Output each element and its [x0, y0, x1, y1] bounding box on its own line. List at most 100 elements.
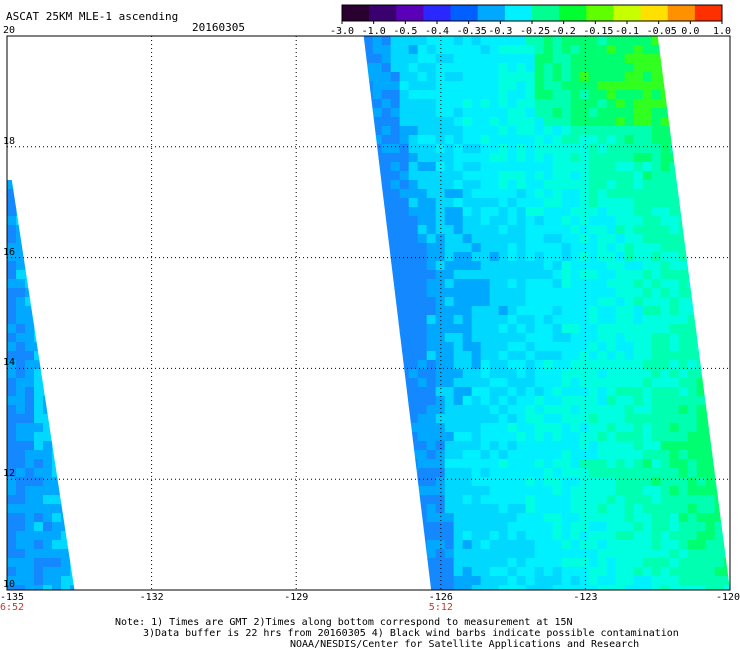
data-cell — [714, 279, 725, 289]
data-cell — [399, 171, 410, 181]
data-cell — [61, 297, 71, 307]
data-cell — [633, 531, 644, 541]
data-cell — [489, 270, 500, 280]
data-cell — [390, 198, 401, 208]
data-cell — [399, 144, 410, 154]
data-cell — [678, 198, 689, 208]
data-cell — [52, 333, 62, 343]
data-cell — [381, 423, 392, 433]
data-cell — [417, 45, 428, 55]
data-cell — [489, 261, 500, 271]
data-cell — [642, 207, 653, 217]
data-cell — [462, 261, 473, 271]
data-cell — [561, 477, 572, 487]
data-cell — [498, 405, 509, 415]
data-cell — [561, 549, 572, 559]
data-cell — [543, 342, 554, 352]
data-cell — [7, 477, 17, 487]
data-cell — [660, 306, 671, 316]
data-cell — [552, 99, 563, 109]
data-cell — [70, 423, 75, 433]
data-cell — [642, 63, 653, 73]
data-cell — [624, 468, 635, 478]
data-cell — [70, 558, 75, 568]
data-cell — [534, 351, 545, 361]
data-cell — [534, 567, 545, 577]
data-cell — [561, 378, 572, 388]
data-cell — [597, 387, 608, 397]
data-cell — [61, 432, 71, 442]
data-cell — [588, 315, 599, 325]
data-cell — [462, 423, 473, 433]
data-cell — [435, 441, 446, 451]
data-cell — [435, 423, 446, 433]
data-cell — [507, 567, 518, 577]
data-cell — [43, 450, 53, 460]
data-cell — [61, 189, 71, 199]
data-cell — [34, 432, 44, 442]
data-cell — [651, 261, 662, 271]
data-cell — [651, 108, 662, 118]
data-cell — [633, 36, 644, 46]
data-cell — [489, 315, 500, 325]
data-cell — [462, 189, 473, 199]
data-cell — [489, 252, 500, 262]
data-cell — [678, 171, 689, 181]
data-cell — [516, 477, 527, 487]
data-cell — [552, 198, 563, 208]
data-cell — [70, 585, 75, 591]
data-cell — [390, 540, 401, 550]
data-cell — [624, 252, 635, 262]
data-cell — [570, 126, 581, 136]
data-cell — [669, 414, 680, 424]
data-cell — [669, 54, 680, 64]
data-cell — [7, 486, 17, 496]
data-cell — [43, 495, 53, 505]
data-cell — [687, 171, 698, 181]
data-cell — [687, 333, 698, 343]
data-cell — [399, 522, 410, 532]
data-cell — [489, 576, 500, 586]
data-cell — [705, 513, 716, 523]
data-cell — [723, 522, 730, 532]
data-cell — [570, 252, 581, 262]
data-cell — [624, 432, 635, 442]
data-cell — [390, 153, 401, 163]
data-cell — [390, 216, 401, 226]
data-cell — [52, 378, 62, 388]
data-cell — [61, 504, 71, 514]
data-cell — [471, 585, 482, 590]
data-cell — [597, 153, 608, 163]
data-cell — [34, 279, 44, 289]
data-cell — [588, 522, 599, 532]
data-cell — [363, 432, 374, 442]
data-cell — [444, 180, 455, 190]
data-cell — [489, 459, 500, 469]
data-cell — [597, 468, 608, 478]
data-cell — [579, 576, 590, 586]
data-cell — [534, 261, 545, 271]
data-cell — [714, 153, 725, 163]
data-cell — [570, 270, 581, 280]
data-cell — [597, 540, 608, 550]
data-cell — [363, 126, 374, 136]
data-cell — [669, 207, 680, 217]
data-cell — [444, 99, 455, 109]
data-cell — [498, 270, 509, 280]
data-cell — [381, 378, 392, 388]
data-cell — [363, 108, 374, 118]
data-cell — [462, 126, 473, 136]
data-cell — [426, 54, 437, 64]
data-cell — [579, 81, 590, 91]
data-cell — [642, 396, 653, 406]
data-cell — [606, 324, 617, 334]
data-cell — [570, 441, 581, 451]
data-cell — [7, 369, 17, 379]
data-cell — [624, 567, 635, 577]
data-cell — [678, 378, 689, 388]
data-cell — [444, 342, 455, 352]
data-cell — [462, 585, 473, 590]
data-cell — [525, 198, 536, 208]
data-cell — [426, 531, 437, 541]
data-cell — [588, 144, 599, 154]
